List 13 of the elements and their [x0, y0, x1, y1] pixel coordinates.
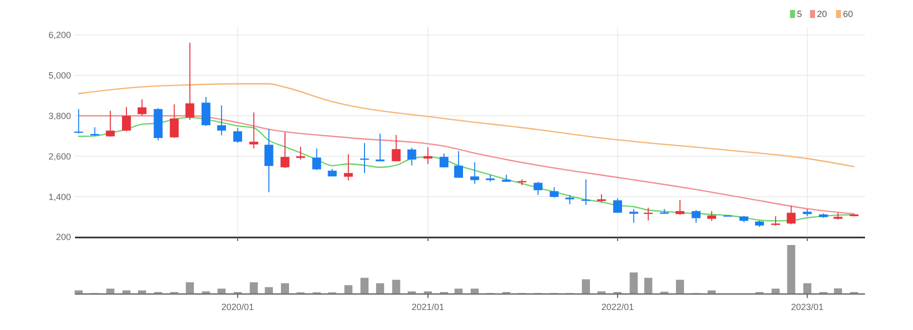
x-tick-label: 2021/01	[412, 302, 444, 312]
legend-label: 20	[817, 9, 828, 19]
x-tick-label: 2020/01	[221, 302, 254, 312]
y-tick-label: 3,800	[48, 110, 71, 121]
y-tick-label: 1,400	[48, 192, 71, 202]
legend-label: 5	[797, 9, 802, 19]
y-tick-label: 200	[56, 232, 71, 242]
x-tick-label: 2022/01	[601, 302, 634, 312]
y-tick-label: 2,600	[48, 151, 71, 162]
legend-label: 60	[843, 9, 854, 19]
y-tick-label: 5,000	[48, 70, 71, 81]
y-tick-label: 6,200	[48, 30, 71, 40]
x-tick-label: 2023/01	[791, 302, 824, 312]
